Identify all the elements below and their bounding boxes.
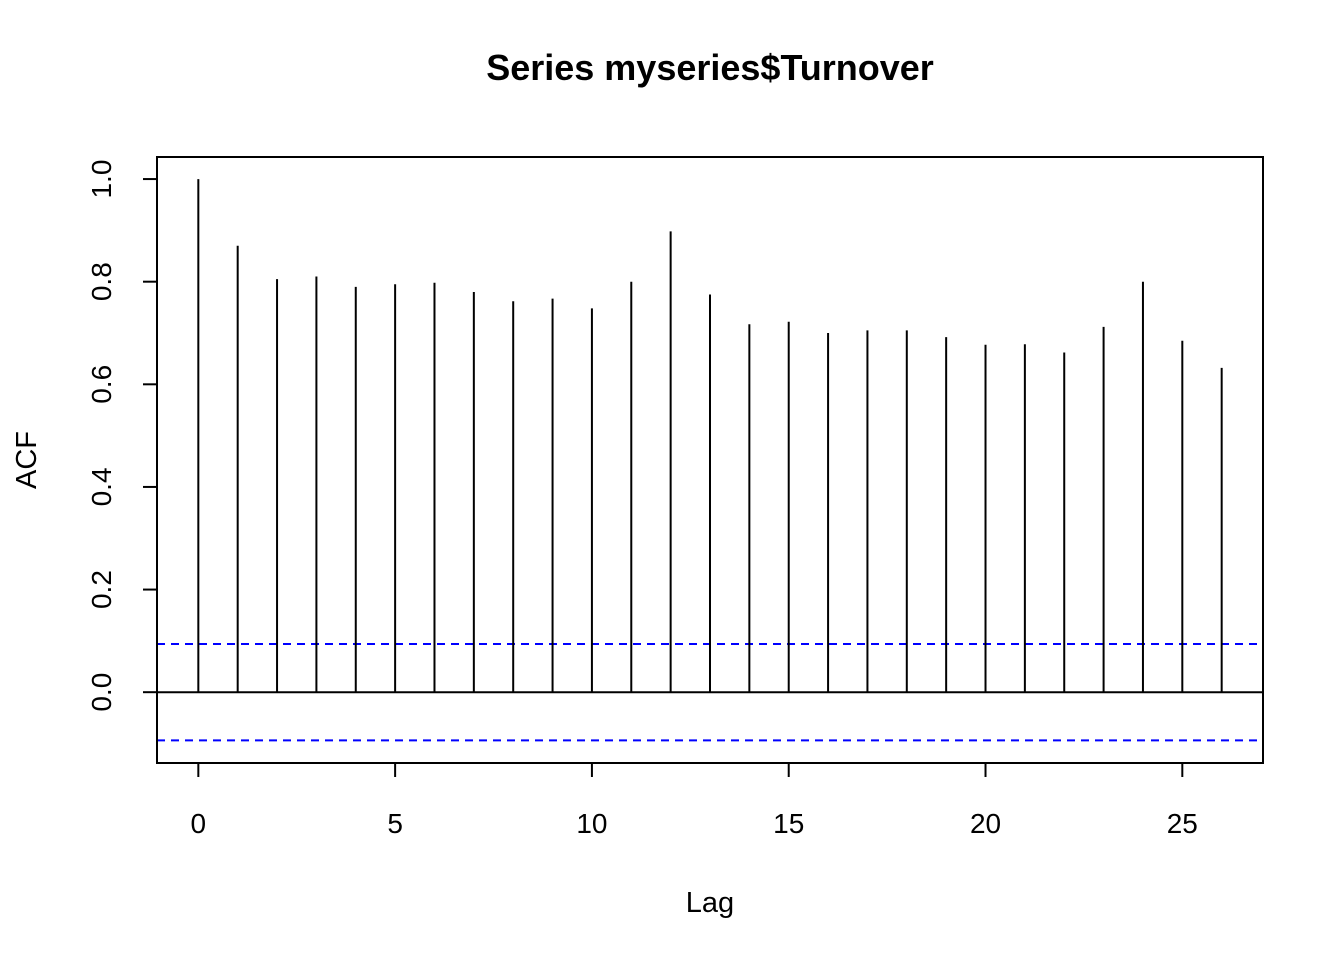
y-tick-label-4: 0.8 <box>86 262 117 301</box>
chart-title: Series myseries$Turnover <box>486 47 934 88</box>
x-tick-label-10: 10 <box>576 808 607 839</box>
y-tick-label-5: 1.0 <box>86 160 117 199</box>
y-tick-label-2: 0.4 <box>86 467 117 506</box>
plot-area: 0 5 10 15 20 25 0.0 0.2 0.4 0.6 0.8 1.0 <box>86 156 1264 839</box>
y-tick-label-3: 0.6 <box>86 365 117 404</box>
x-tick-label-5: 5 <box>387 808 403 839</box>
x-tick-label-20: 20 <box>970 808 1001 839</box>
x-tick-label-0: 0 <box>191 808 207 839</box>
plot-frame <box>156 156 1264 764</box>
x-tick-label-25: 25 <box>1167 808 1198 839</box>
y-tick-label-1: 0.2 <box>86 570 117 609</box>
y-tick-label-0: 0.0 <box>86 673 117 712</box>
y-axis-label: ACF <box>11 431 43 489</box>
x-axis-label: Lag <box>686 887 734 919</box>
x-tick-label-15: 15 <box>773 808 804 839</box>
